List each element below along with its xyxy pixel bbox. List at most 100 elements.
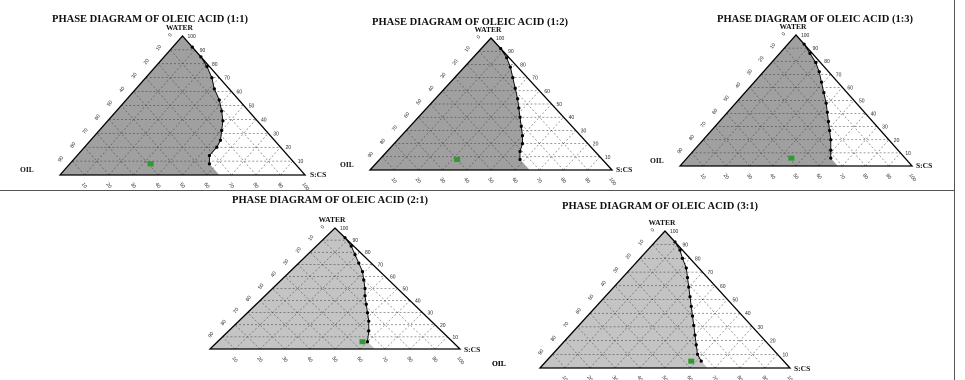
boundary-point — [365, 311, 370, 315]
grid-line-oil — [381, 156, 395, 171]
boundary-point — [220, 128, 224, 133]
grid-line-scs — [764, 354, 778, 369]
grid-line-scs — [589, 258, 691, 369]
grid-line-oil — [430, 103, 492, 171]
grid-line-oil — [552, 354, 566, 369]
grid-line-oil — [157, 63, 257, 176]
boundary-point — [695, 352, 700, 356]
tick-label-scs: 10 — [80, 182, 88, 190]
boundary-point — [357, 261, 361, 265]
boundary-point — [692, 323, 696, 328]
boundary-point — [685, 275, 690, 280]
tick-label-scs: 40 — [768, 173, 776, 181]
tick-label-scs: 40 — [635, 375, 643, 380]
tick-label-oil: 10 — [155, 44, 163, 52]
tick-label-oil: 0 — [320, 224, 327, 230]
boundary-point — [513, 86, 517, 90]
tick-label-water: 70 — [836, 72, 842, 78]
grid-line-scs — [714, 326, 753, 369]
tick-label-oil: 60 — [711, 108, 719, 116]
boundary-point — [518, 149, 522, 154]
tick-label-scs: 60 — [202, 182, 210, 190]
tick-label-oil: 70 — [700, 121, 708, 129]
grid-line-scs — [359, 300, 411, 350]
boundary-point — [210, 76, 214, 80]
tick-label-water: 100 — [340, 226, 349, 232]
grid-line-oil — [394, 143, 419, 171]
tick-label-oil: 80 — [550, 335, 558, 343]
boundary-point — [520, 134, 525, 138]
tick-label-water: 20 — [894, 138, 900, 144]
tick-label-scs: 100 — [907, 173, 917, 183]
boundary-point — [518, 115, 522, 119]
vertex-label-oil: OIL — [650, 156, 664, 165]
tick-label-water: 30 — [882, 125, 888, 131]
grid-line-oil — [627, 271, 716, 369]
boundary-point — [517, 106, 521, 110]
boundary-point — [215, 145, 219, 149]
grid-line-scs — [434, 336, 448, 350]
tick-label-water: 80 — [212, 62, 218, 68]
boundary-point — [680, 256, 685, 260]
tick-label-water: 60 — [847, 85, 853, 91]
tick-label-water: 100 — [670, 229, 679, 235]
boundary-point — [207, 162, 212, 166]
boundary-point — [360, 269, 365, 274]
tick-label-oil: 80 — [69, 141, 77, 149]
tick-label-scs: 60 — [685, 375, 693, 380]
tick-label-oil: 90 — [57, 155, 65, 163]
boundary-point — [808, 51, 812, 55]
grid-line-scs — [231, 133, 269, 176]
tick-label-oil: 90 — [367, 151, 375, 159]
vertex-label-water: WATER — [780, 22, 808, 31]
tick-label-water: 70 — [224, 76, 230, 82]
grid-line-oil — [691, 152, 704, 167]
tick-label-scs: 20 — [255, 356, 263, 364]
vertex-label-scs: S:CS — [916, 161, 932, 170]
tick-label-oil: 50 — [587, 293, 595, 301]
microemulsion-region — [370, 38, 530, 170]
tick-label-water: 90 — [353, 238, 359, 244]
tick-label-water: 90 — [200, 48, 206, 54]
tick-label-scs: 90 — [430, 356, 438, 364]
tick-label-oil: 80 — [220, 319, 228, 327]
grid-line-scs — [442, 77, 528, 171]
boundary-point — [825, 110, 829, 114]
tick-label-oil: 10 — [307, 234, 315, 242]
triangle-frame — [208, 227, 462, 350]
tick-label-oil: 40 — [118, 86, 126, 94]
grid-line-scs — [280, 160, 293, 176]
grid-line-scs — [334, 288, 398, 350]
tick-label-oil: 50 — [257, 282, 265, 290]
tick-label-oil: 30 — [439, 72, 447, 80]
vertex-label-oil: OIL — [340, 160, 354, 169]
tick-label-oil: 40 — [734, 81, 742, 89]
vertex-label-water: WATER — [166, 23, 194, 32]
tick-label-oil: 0 — [650, 227, 657, 233]
tick-label-scs: 90 — [760, 375, 768, 380]
grid-line-scs — [563, 143, 588, 171]
grid-line-scs — [206, 119, 257, 176]
boundary-point — [349, 244, 353, 248]
grid-line-oil — [234, 324, 261, 350]
panel-title: PHASE DIAGRAM OF OLEIC ACID (2:1) — [232, 195, 428, 206]
formulation-marker — [688, 358, 695, 364]
grid-line-oil — [639, 258, 741, 369]
tick-label-scs: 20 — [722, 173, 730, 181]
boundary-point — [519, 124, 523, 129]
tick-label-oil: 40 — [427, 85, 435, 93]
tick-label-oil: 30 — [282, 258, 290, 266]
tick-label-scs: 30 — [438, 177, 446, 185]
grid-line-scs — [587, 156, 601, 171]
tick-label-oil: 0 — [781, 31, 788, 37]
tick-label-scs: 30 — [280, 356, 288, 364]
ternary-panel-5: 10 10 90 20 20 80 30 30 70 40 40 60 50 50 50 60 60 40 70 70… — [492, 201, 810, 380]
grid-line-scs — [664, 299, 728, 369]
tick-label-scs: 50 — [486, 177, 494, 185]
boundary-point — [829, 138, 833, 142]
panel-title: PHASE DIAGRAM OF OLEIC ACID (1:1) — [52, 14, 248, 25]
grid-line-scs — [394, 51, 504, 171]
tick-label-water: 90 — [508, 49, 514, 55]
boundary-point — [217, 98, 221, 102]
